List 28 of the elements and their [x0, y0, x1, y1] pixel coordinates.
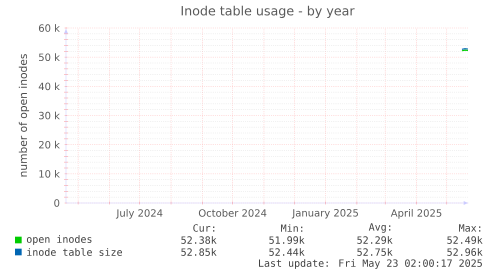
text: 52.38k [181, 236, 217, 244]
text: Min: [281, 224, 302, 232]
x-tick-label: October 2024 [198, 209, 266, 217]
y-tick-label: 50 k [39, 53, 60, 62]
y-axis-title: number of open inodes [18, 54, 30, 176]
y-tick-label: 40 k [38, 82, 60, 90]
text: 52.29k [357, 236, 393, 244]
x-tick-label: January 2025 [292, 209, 358, 219]
text: Avg: [368, 223, 390, 233]
text: 52.96k [447, 248, 483, 256]
text: Cur: [193, 224, 214, 232]
text: Max: [459, 224, 480, 232]
y-tick-label: 60 k [38, 24, 60, 32]
legend-label: open inodes [26, 235, 92, 245]
y-tick-label: 10 k [39, 170, 60, 178]
legend-label: inode table size [27, 248, 122, 256]
y-tick-label: 30 k [39, 112, 60, 120]
x-tick-label: July 2024 [116, 209, 162, 219]
y-tick-label: 20 k [38, 140, 60, 149]
y-tick-label: 0 [54, 199, 60, 207]
text: 52.85k [181, 248, 217, 256]
chart-title: Inode table usage - by year [182, 6, 355, 18]
text: 51.99k [269, 236, 305, 244]
text: 52.75k [357, 248, 393, 256]
text: 52.49k [447, 236, 483, 244]
text: 52.44k [269, 248, 305, 256]
text: Last update: Fri May 23 02:00:17 2025 [259, 259, 482, 269]
x-tick-label: April 2025 [390, 209, 442, 219]
